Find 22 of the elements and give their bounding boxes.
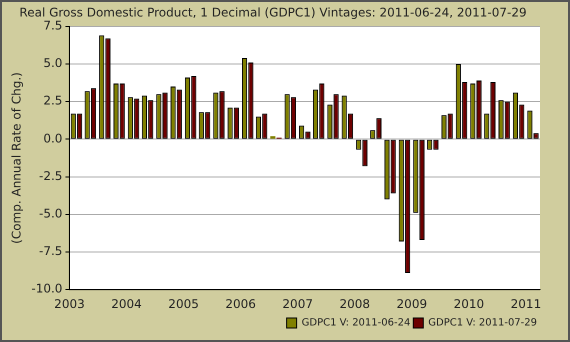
y-tick-label: 5.0 xyxy=(43,56,62,70)
y-tick-label: 7.5 xyxy=(43,18,62,33)
x-tick-label: 2005 xyxy=(168,296,199,311)
y-tick-label: -2.5 xyxy=(39,168,62,183)
bar xyxy=(270,136,276,139)
x-tick-label: 2010 xyxy=(454,296,484,311)
x-tick-label: 2004 xyxy=(111,296,142,311)
y-tick-label: -10.0 xyxy=(31,282,62,296)
y-tick-label: -5.0 xyxy=(39,206,62,221)
x-tick-label: 2007 xyxy=(282,296,313,311)
x-tick-label: 2011 xyxy=(510,296,542,311)
x-tick-label: 2009 xyxy=(396,296,428,311)
x-tick-label: 2003 xyxy=(54,296,85,311)
y-tick-label: 2.5 xyxy=(43,94,62,108)
y-tick-label: -7.5 xyxy=(39,244,62,258)
y-tick-label: 0.0 xyxy=(43,131,62,146)
x-tick-label: 2006 xyxy=(225,296,256,311)
y-axis-title: (Comp. Annual Rate of Chg.) xyxy=(9,72,24,244)
legend-label: GDPC1 V: 2011-07-29 xyxy=(428,318,538,329)
x-tick-label: 2008 xyxy=(339,296,370,311)
chart-title: Real Gross Domestic Product, 1 Decimal (GDPC1) Vintages: 2011-06-24, 2011-07-29 xyxy=(19,5,527,20)
legend-label: GDPC1 V: 2011-06-24 xyxy=(302,318,410,329)
